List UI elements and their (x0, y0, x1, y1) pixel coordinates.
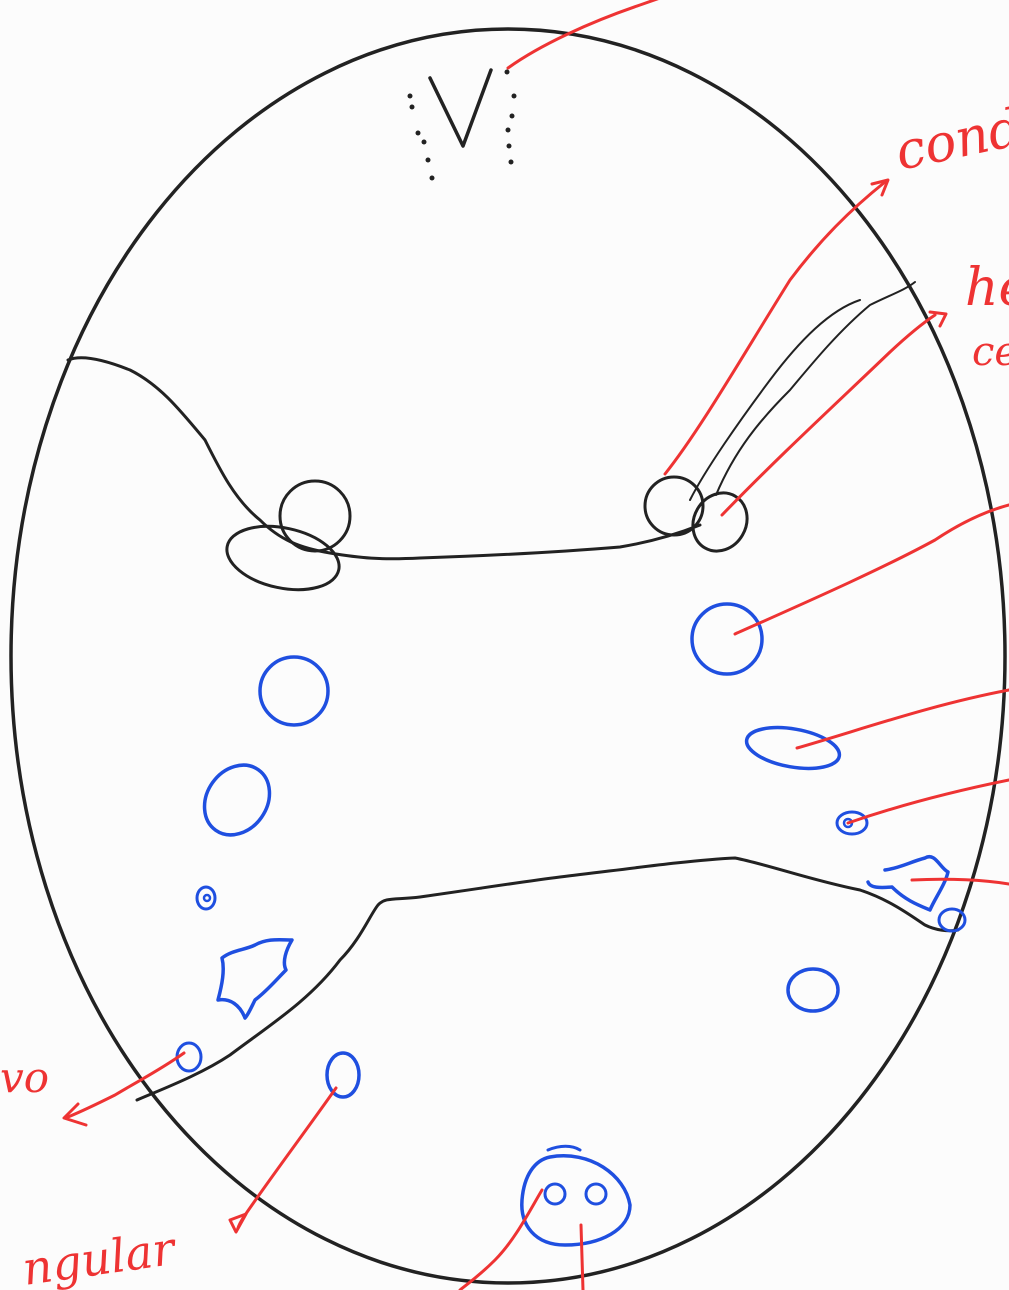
blue-structures (177, 604, 965, 1245)
label-top-right: condu (890, 91, 1009, 183)
label-left-middle: vo (0, 1053, 49, 1102)
outer-oval (11, 29, 1005, 1283)
upper-boundary-line (68, 358, 700, 559)
label-bottom-left: ngular (19, 1221, 181, 1290)
annotation-lines (64, 0, 1009, 1290)
left-upper-circle (280, 481, 350, 551)
label-right-upper-1: he (965, 258, 1009, 318)
upper-right-contour (716, 282, 915, 495)
top-v-mark (408, 70, 517, 181)
label-right-upper-2: ce (972, 329, 1009, 375)
